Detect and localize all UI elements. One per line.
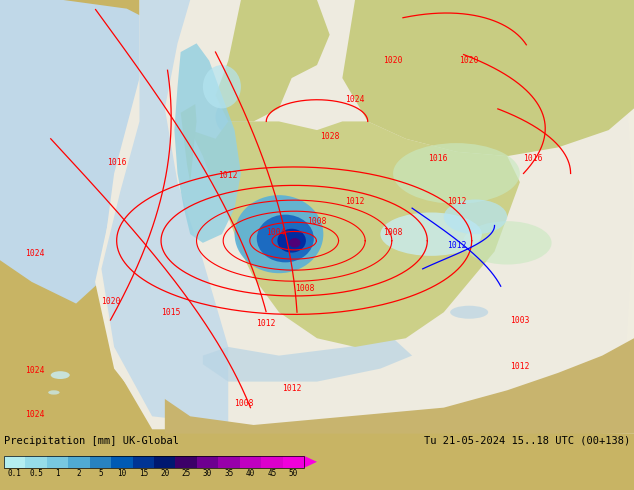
- Bar: [47, 456, 68, 468]
- Text: 1008: 1008: [235, 399, 254, 408]
- Text: 1: 1: [55, 469, 60, 478]
- Text: 30: 30: [203, 469, 212, 478]
- Text: Precipitation [mm] UK-Global: Precipitation [mm] UK-Global: [4, 436, 179, 446]
- Text: 1008: 1008: [384, 227, 403, 237]
- Text: 25: 25: [181, 469, 191, 478]
- Text: 1004: 1004: [266, 227, 285, 237]
- Ellipse shape: [48, 390, 60, 394]
- Text: 1012: 1012: [447, 241, 466, 249]
- Ellipse shape: [380, 213, 482, 256]
- Bar: [4, 456, 25, 468]
- Ellipse shape: [463, 221, 552, 265]
- Text: 1015: 1015: [162, 308, 181, 317]
- Ellipse shape: [257, 215, 314, 262]
- Bar: [154, 456, 176, 468]
- Polygon shape: [101, 0, 228, 425]
- Polygon shape: [203, 338, 412, 382]
- Ellipse shape: [51, 371, 70, 379]
- Bar: [240, 456, 261, 468]
- Text: 1020: 1020: [384, 56, 403, 65]
- Ellipse shape: [278, 229, 306, 253]
- Text: 1012: 1012: [257, 318, 276, 328]
- Polygon shape: [181, 104, 197, 182]
- Ellipse shape: [235, 195, 323, 273]
- Text: 1016: 1016: [108, 158, 127, 167]
- Ellipse shape: [393, 143, 520, 204]
- Text: 1008: 1008: [307, 217, 327, 226]
- Polygon shape: [0, 0, 190, 304]
- Text: 1020: 1020: [101, 297, 120, 306]
- Text: 1024: 1024: [25, 249, 44, 258]
- Bar: [176, 456, 197, 468]
- Bar: [25, 456, 47, 468]
- Text: 1003: 1003: [510, 317, 529, 325]
- Polygon shape: [174, 44, 241, 243]
- Bar: [218, 456, 240, 468]
- Polygon shape: [342, 0, 634, 156]
- Text: 1024: 1024: [346, 95, 365, 104]
- Ellipse shape: [216, 100, 247, 134]
- Polygon shape: [95, 0, 634, 434]
- Text: 1020: 1020: [460, 56, 479, 65]
- Ellipse shape: [444, 199, 507, 234]
- Text: Tu 21-05-2024 15..18 UTC (00+138): Tu 21-05-2024 15..18 UTC (00+138): [424, 436, 630, 446]
- Ellipse shape: [450, 306, 488, 318]
- Bar: [68, 456, 90, 468]
- Ellipse shape: [203, 65, 241, 108]
- Text: 1016: 1016: [523, 154, 542, 163]
- Text: 1012: 1012: [447, 197, 466, 206]
- Text: 50: 50: [288, 469, 298, 478]
- Bar: [90, 456, 111, 468]
- Ellipse shape: [289, 238, 301, 247]
- Polygon shape: [304, 456, 317, 468]
- Text: 1012: 1012: [510, 362, 529, 371]
- Text: 1016: 1016: [428, 154, 447, 163]
- Text: 20: 20: [160, 469, 169, 478]
- Bar: [261, 456, 283, 468]
- Text: 10: 10: [117, 469, 126, 478]
- Bar: [111, 456, 133, 468]
- Polygon shape: [190, 122, 520, 347]
- Bar: [197, 456, 218, 468]
- Text: 15: 15: [139, 469, 148, 478]
- Text: 1024: 1024: [25, 410, 44, 418]
- Text: 0.5: 0.5: [29, 469, 43, 478]
- Text: 0.1: 0.1: [8, 469, 22, 478]
- Polygon shape: [165, 338, 634, 434]
- Bar: [4, 456, 304, 468]
- Text: 1012: 1012: [219, 171, 238, 180]
- Bar: [283, 456, 304, 468]
- Text: 1012: 1012: [282, 384, 301, 392]
- Text: 45: 45: [268, 469, 276, 478]
- Text: 35: 35: [224, 469, 233, 478]
- Polygon shape: [101, 0, 634, 429]
- Text: 1012: 1012: [346, 197, 365, 206]
- Polygon shape: [216, 0, 330, 122]
- Text: 1024: 1024: [25, 366, 44, 375]
- Text: 1008: 1008: [295, 284, 314, 293]
- Text: 5: 5: [98, 469, 103, 478]
- Text: 1028: 1028: [320, 132, 339, 141]
- Bar: [133, 456, 154, 468]
- Text: 40: 40: [246, 469, 255, 478]
- Text: 2: 2: [77, 469, 81, 478]
